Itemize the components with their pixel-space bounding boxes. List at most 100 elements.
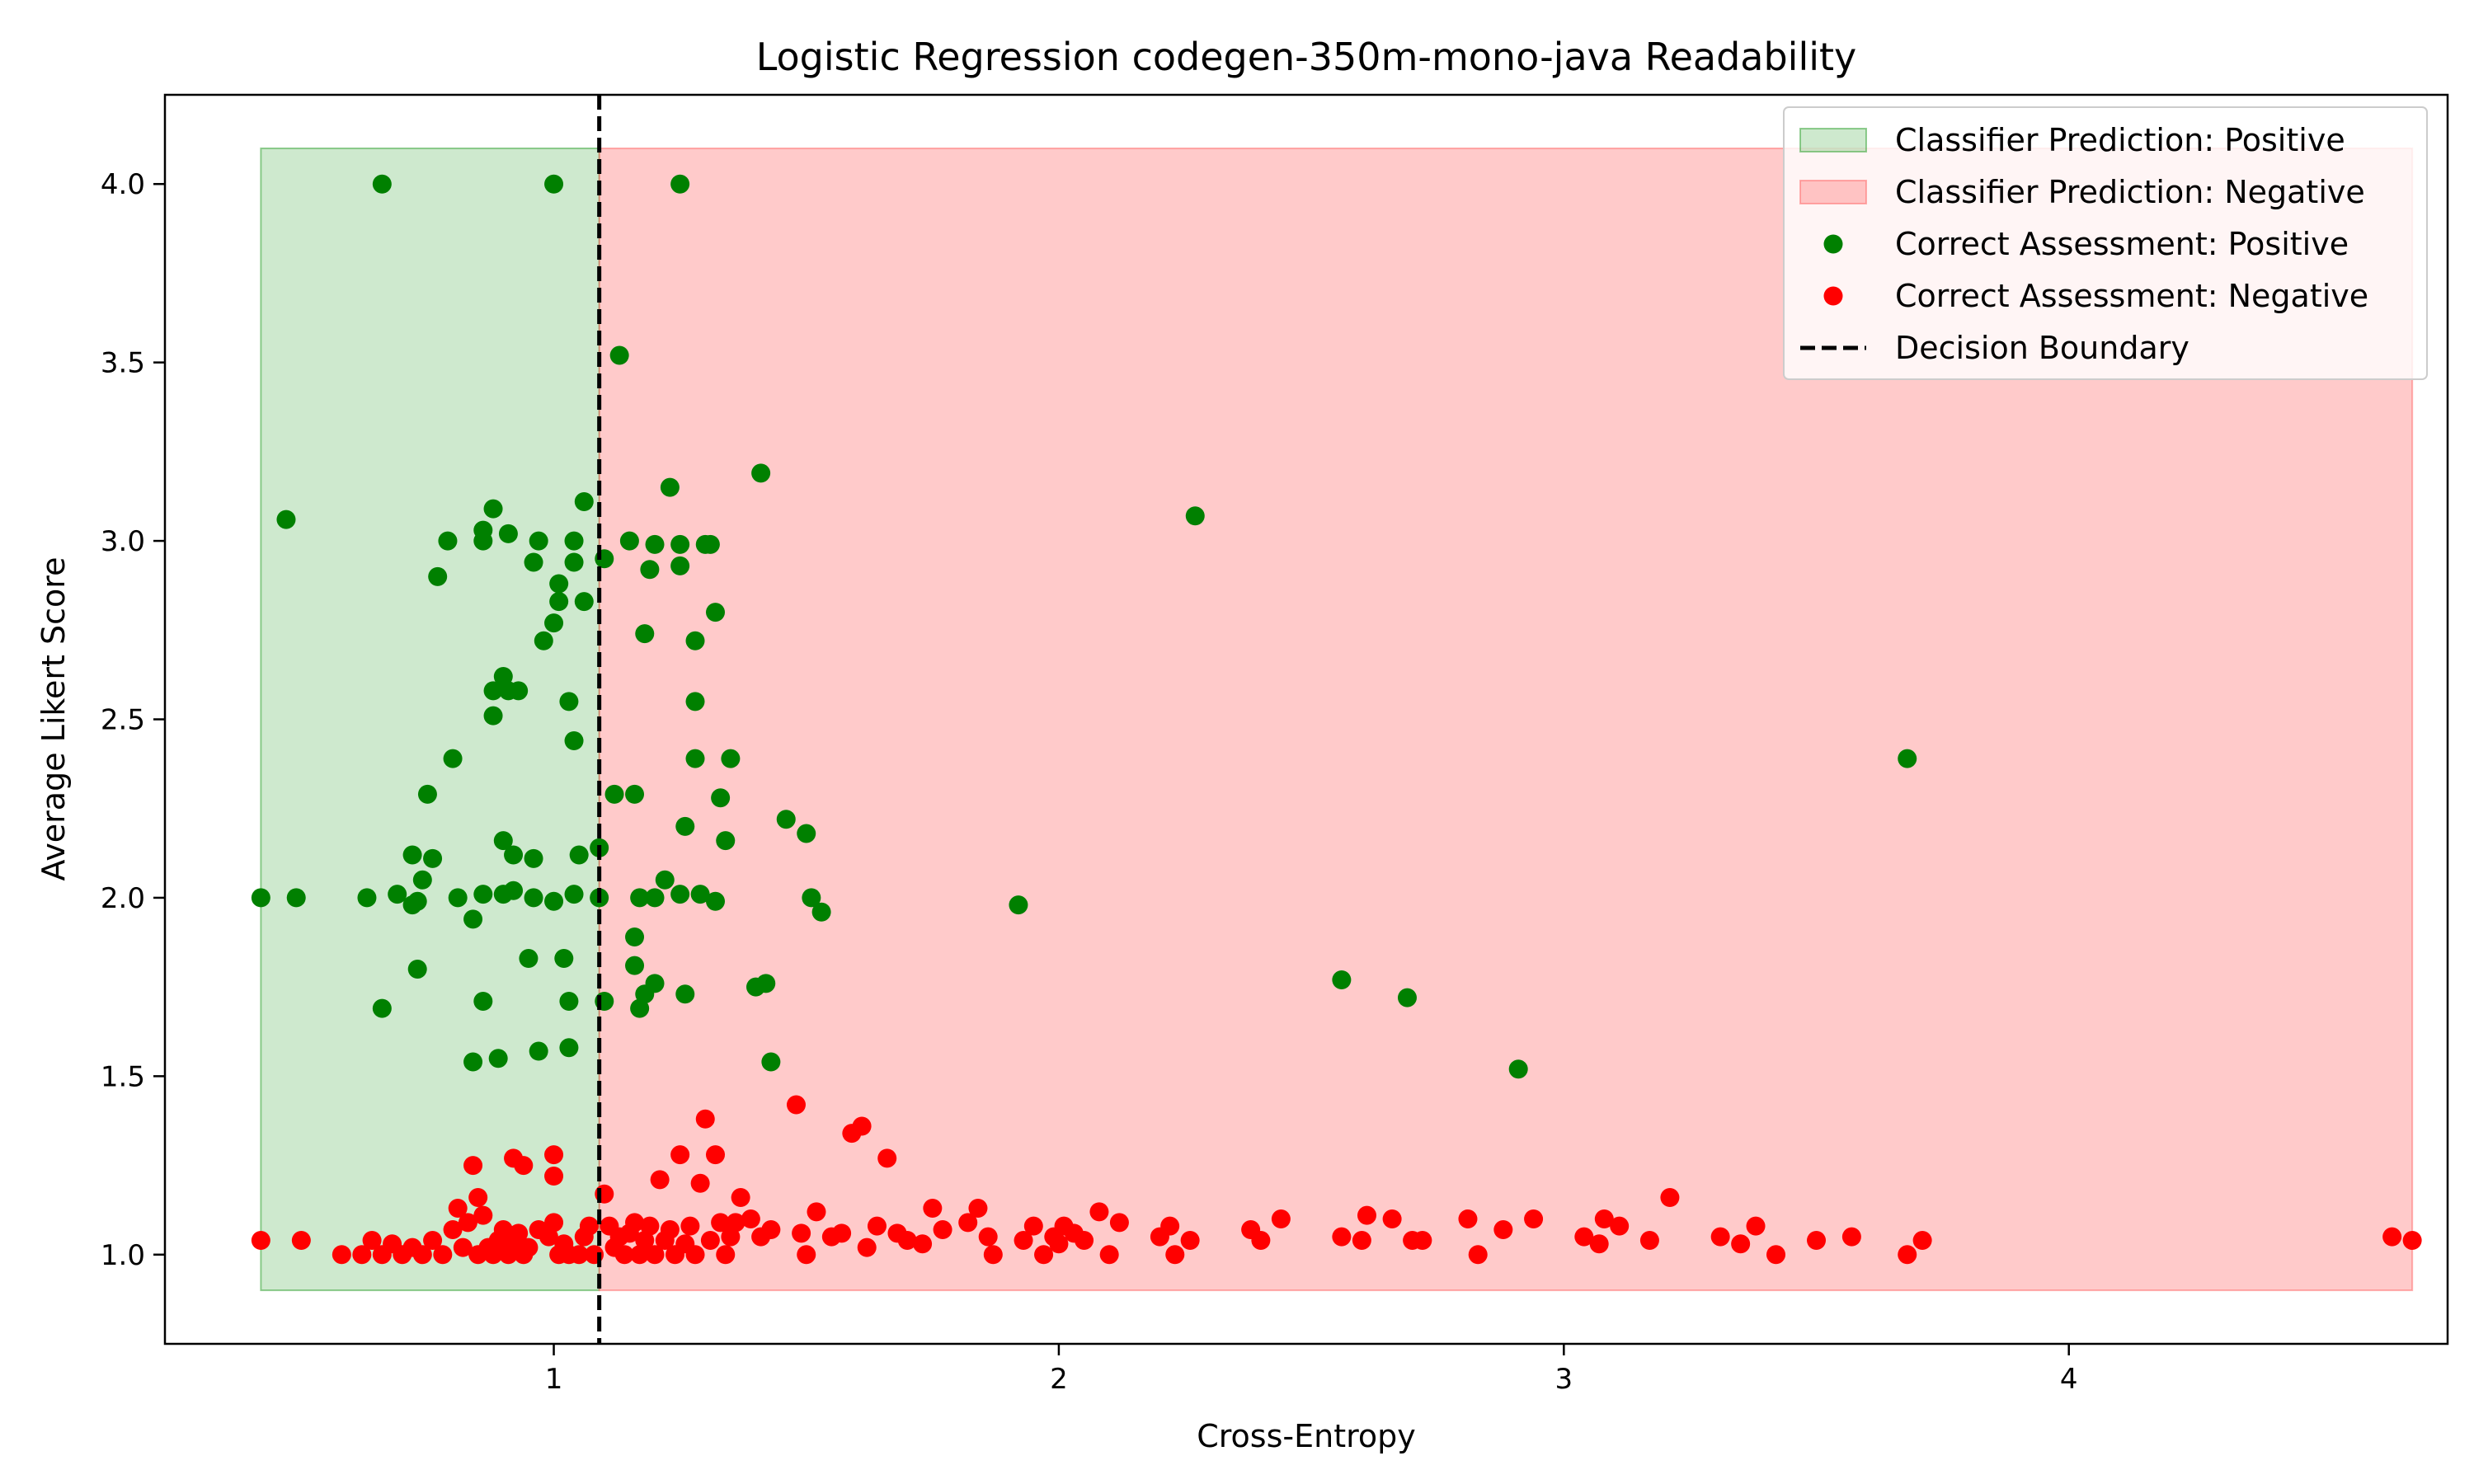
positive-point: [428, 566, 448, 586]
positive-point: [488, 1049, 508, 1068]
legend-label: Decision Boundary: [1895, 330, 2189, 366]
positive-point: [640, 560, 660, 580]
negative-point: [741, 1209, 760, 1228]
data-points: [251, 174, 2422, 1265]
positive-point: [509, 681, 529, 701]
negative-point: [1023, 1216, 1043, 1236]
positive-point: [685, 749, 705, 768]
negative-point: [1014, 1230, 1033, 1250]
positive-point: [574, 592, 594, 612]
y-tick-label: 2.0: [101, 882, 145, 915]
positive-point: [675, 816, 695, 836]
positive-point: [706, 603, 726, 622]
y-tick-label: 3.5: [101, 347, 145, 380]
negative-point: [1589, 1234, 1609, 1254]
negative-point: [1251, 1230, 1271, 1250]
positive-point: [756, 974, 776, 993]
positive-point: [609, 345, 629, 365]
legend-label: Correct Assessment: Negative: [1895, 278, 2368, 314]
negative-point: [1049, 1234, 1069, 1254]
negative-point: [645, 1245, 665, 1265]
positive-point: [761, 1052, 781, 1072]
positive-point: [559, 1038, 579, 1058]
negative-point: [2402, 1230, 2422, 1250]
y-tick-label: 2.5: [101, 704, 145, 737]
y-tick-label: 1.5: [101, 1060, 145, 1093]
positive-point: [276, 510, 296, 529]
legend-marker: [1823, 286, 1843, 306]
positive-point: [574, 491, 594, 511]
negative-point: [448, 1199, 468, 1219]
negative-point: [670, 1145, 690, 1165]
negative-point: [1807, 1230, 1827, 1250]
negative-point: [453, 1237, 473, 1257]
positive-point: [544, 613, 564, 633]
positive-point: [645, 888, 665, 908]
negative-point: [1660, 1188, 1680, 1208]
negative-point: [721, 1227, 741, 1247]
negative-point: [473, 1205, 493, 1225]
positive-point: [251, 888, 270, 908]
negative-point: [706, 1145, 726, 1165]
negative-point: [635, 1230, 655, 1250]
legend: Classifier Prediction: Positive Classifie…: [1783, 106, 2428, 380]
y-tick-label: 4.0: [101, 168, 145, 201]
negative-point: [433, 1245, 453, 1265]
negative-point: [700, 1230, 720, 1250]
negative-point: [968, 1199, 988, 1219]
negative-point: [1352, 1230, 1371, 1250]
chart-title: Logistic Regression codegen-350m-mono-ja…: [756, 35, 1857, 79]
negative-point: [539, 1227, 558, 1247]
positive-point: [524, 552, 543, 572]
negative-point: [1746, 1216, 1766, 1236]
negative-point: [544, 1167, 564, 1186]
negative-point: [1710, 1227, 1730, 1247]
negative-point: [498, 1245, 518, 1265]
negative-point: [251, 1230, 270, 1250]
positive-point: [412, 870, 432, 890]
negative-point: [544, 1213, 564, 1233]
positive-point: [569, 845, 589, 865]
x-tick-label: 2: [1050, 1363, 1068, 1396]
x-axis-label: Cross-Entropy: [1197, 1418, 1416, 1454]
negative-point: [630, 1245, 650, 1265]
negative-point: [933, 1219, 952, 1239]
y-tick-label: 3.0: [101, 525, 145, 558]
positive-point: [357, 888, 377, 908]
positive-point: [524, 848, 543, 868]
negative-point: [614, 1245, 634, 1265]
negative-point: [716, 1245, 736, 1265]
negative-point: [877, 1148, 897, 1168]
negative-point: [857, 1237, 877, 1257]
positive-point: [564, 531, 584, 551]
legend-label: Correct Assessment: Positive: [1895, 226, 2349, 262]
positive-point: [625, 928, 645, 947]
positive-prediction-region: [260, 147, 600, 1292]
negative-point: [923, 1199, 943, 1219]
positive-point: [493, 667, 513, 687]
negative-point: [1357, 1205, 1376, 1225]
positive-point: [473, 991, 493, 1011]
positive-point: [534, 631, 553, 650]
positive-point: [1332, 970, 1352, 989]
negative-point: [1180, 1230, 1200, 1250]
positive-point: [619, 531, 639, 551]
positive-point: [675, 984, 695, 1004]
negative-point: [352, 1245, 372, 1265]
negative-point: [1639, 1230, 1659, 1250]
negative-point: [711, 1213, 731, 1233]
positive-point: [372, 174, 392, 194]
x-axis-ticks: 1 2 3 4: [545, 1344, 2078, 1396]
negative-point: [1898, 1245, 1917, 1265]
negative-point: [958, 1213, 978, 1233]
negative-point: [579, 1216, 599, 1236]
positive-point: [776, 810, 796, 829]
y-axis-ticks: 1.0 1.5 2.0 2.5 3.0 3.5 4.0: [101, 168, 165, 1272]
negative-point: [1413, 1230, 1432, 1250]
negative-point: [1099, 1245, 1119, 1265]
positive-point: [549, 574, 569, 594]
negative-point: [362, 1230, 382, 1250]
legend-swatch: [1799, 180, 1867, 204]
negative-point: [761, 1219, 781, 1239]
positive-point: [670, 174, 690, 194]
